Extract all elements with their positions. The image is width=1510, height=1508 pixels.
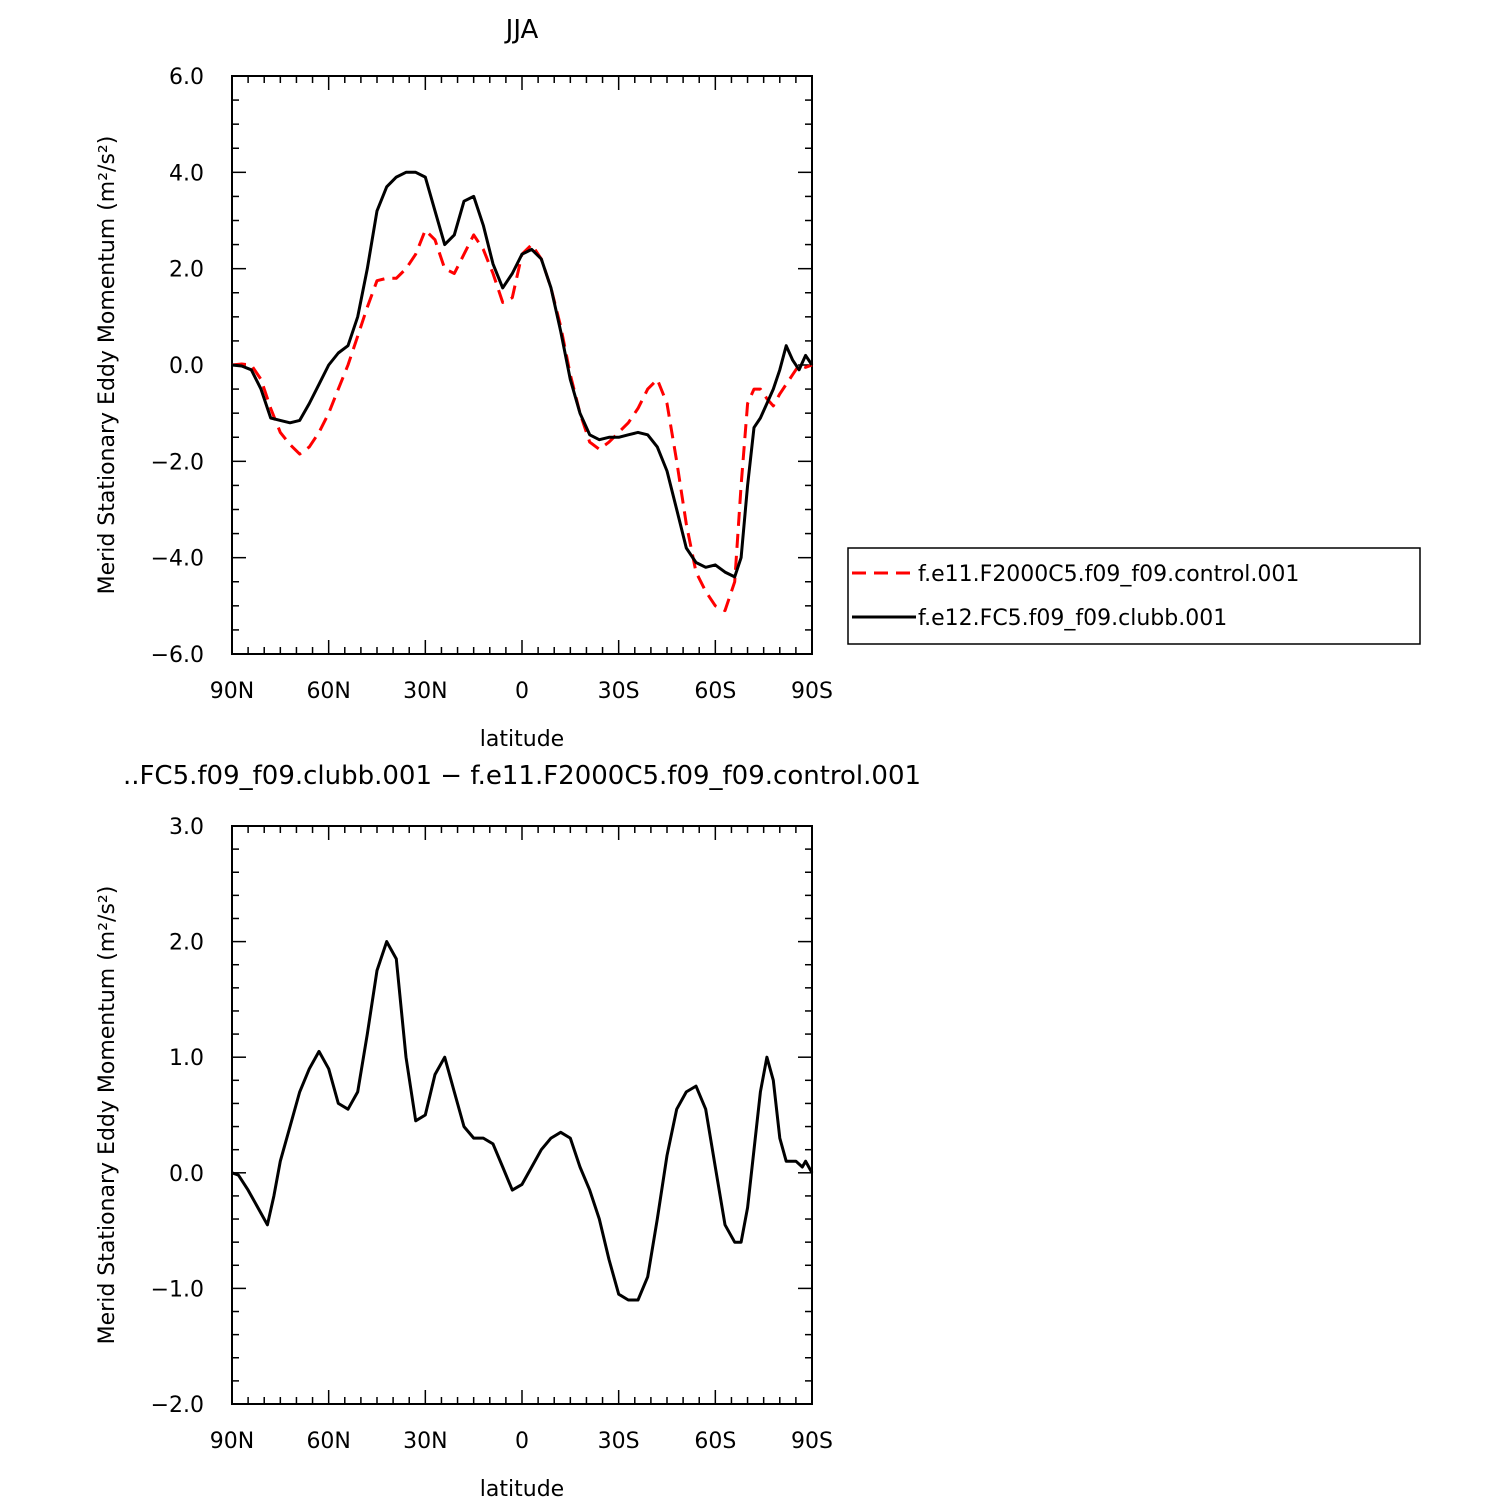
x-tick-label: 30N (403, 1429, 447, 1454)
x-tick-label: 90S (791, 1429, 833, 1454)
x-tick-label: 60S (694, 679, 736, 704)
x-tick-label: 30S (598, 679, 640, 704)
x-tick-label: 90S (791, 679, 833, 704)
y-tick-label: 3.0 (169, 815, 204, 840)
y-tick-label: −6.0 (151, 643, 204, 668)
y-tick-label: 6.0 (169, 65, 204, 90)
x-tick-label: 30S (598, 1429, 640, 1454)
y-tick-label: −4.0 (151, 547, 204, 572)
series-line-2 (231, 170, 814, 579)
series-line-1 (231, 940, 814, 1302)
x-tick-label: 90N (210, 679, 254, 704)
y-tick-label: 1.0 (169, 1046, 204, 1071)
y-tick-label: 0.0 (169, 354, 204, 379)
x-axis-label: latitude (480, 727, 564, 752)
y-tick-label: 0.0 (169, 1162, 204, 1187)
plot-frame (231, 75, 813, 655)
tick-marks (231, 825, 813, 1405)
chart-title: ..FC5.f09_f09.clubb.001 − f.e11.F2000C5.… (123, 761, 921, 791)
x-tick-label: 90N (210, 1429, 254, 1454)
y-tick-label: −2.0 (151, 450, 204, 475)
y-tick-label: −2.0 (151, 1393, 204, 1418)
x-tick-label: 0 (515, 1429, 529, 1454)
x-tick-label: 60S (694, 1429, 736, 1454)
legend-label-2: f.e12.FC5.f09_f09.clubb.001 (918, 606, 1227, 631)
x-tick-label: 0 (515, 679, 529, 704)
x-axis-label: latitude (480, 1477, 564, 1502)
tick-marks (231, 75, 813, 655)
x-tick-label: 30N (403, 679, 447, 704)
legend-box (847, 547, 1421, 645)
y-axis-label: Merid Stationary Eddy Momentum (m²/s²) (95, 886, 120, 1345)
y-axis-label: Merid Stationary Eddy Momentum (m²/s²) (95, 136, 120, 595)
chart-panel-2: 90N 60N 30N 0 30S 60S 90S −2.0 −1.0 0.0 1.0 2.0 3.0 l… (95, 761, 921, 1502)
y-tick-label: −1.0 (151, 1277, 204, 1302)
legend: f.e11.F2000C5.f09_f09.control.001 f.e12.F… (847, 547, 1421, 645)
y-tick-label: 4.0 (169, 161, 204, 186)
legend-label-1: f.e11.F2000C5.f09_f09.control.001 (918, 562, 1299, 587)
chart-title: JJA (504, 15, 539, 45)
y-tick-label: 2.0 (169, 931, 204, 956)
plot-frame (231, 825, 813, 1405)
series-line-1 (231, 228, 813, 613)
x-tick-label: 60N (306, 679, 350, 704)
y-tick-label: 2.0 (169, 258, 204, 283)
chart-panel-1: 90N 60N 30N 0 30S 60S 90S −6.0 −4.0 −2.0 0.0 2.0 4.0… (95, 15, 833, 752)
x-tick-label: 60N (306, 1429, 350, 1454)
